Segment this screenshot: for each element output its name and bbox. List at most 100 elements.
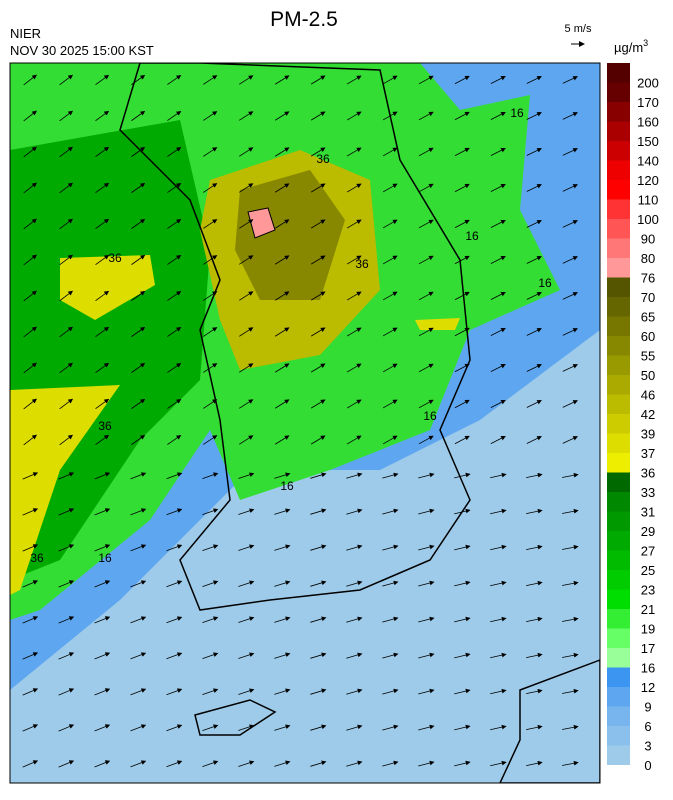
wind-arrow xyxy=(203,147,218,157)
wind-arrow xyxy=(202,580,219,588)
wind-arrow xyxy=(274,147,290,157)
colorbar-label: 70 xyxy=(641,290,655,305)
wind-arrow xyxy=(166,580,183,588)
wind-arrow xyxy=(130,616,147,624)
wind-arrow xyxy=(418,435,434,445)
wind-arrow xyxy=(454,75,470,85)
japan-coast xyxy=(499,659,600,783)
wind-arrow xyxy=(346,472,363,479)
agency: NIER xyxy=(10,26,41,41)
wind-arrow xyxy=(95,182,110,194)
wind-arrow xyxy=(239,291,254,301)
wind-arrow xyxy=(454,508,471,515)
wind-arrow xyxy=(95,290,110,302)
wind-arrow xyxy=(418,327,434,337)
wind-arrow xyxy=(382,183,398,193)
wind-arrow xyxy=(167,363,182,373)
wind-arrow xyxy=(239,75,254,85)
colorbar: 0369121617192123252729313336373942465055… xyxy=(607,63,659,773)
contour-label: 16 xyxy=(423,409,437,423)
wind-arrow xyxy=(562,616,579,622)
wind-arrow xyxy=(562,472,579,478)
wind-arrow xyxy=(238,472,255,479)
wind-arrow xyxy=(238,652,255,659)
wind-arrow xyxy=(490,256,506,264)
wind-arrow xyxy=(22,508,39,516)
wind-arrow xyxy=(526,580,543,587)
wind-arrow xyxy=(23,182,37,194)
region-37b xyxy=(60,255,155,320)
region-37a xyxy=(10,385,120,595)
wind-arrow xyxy=(166,760,183,768)
datetime: NOV 30 2025 15:00 KST xyxy=(10,43,154,58)
wind-arrow xyxy=(130,688,147,696)
wind-arrow xyxy=(454,472,471,479)
wind-arrow xyxy=(346,760,363,767)
wind-arrow xyxy=(346,183,362,193)
wind-arrow xyxy=(526,400,542,408)
wind-arrow xyxy=(202,544,219,552)
wind-arrow xyxy=(346,363,362,373)
wind-arrow xyxy=(239,327,254,337)
wind-arrow xyxy=(346,580,363,587)
wind-arrow xyxy=(130,652,147,660)
wind-arrow xyxy=(490,184,506,192)
wind-arrow xyxy=(95,362,110,374)
colorbar-label: 100 xyxy=(637,212,659,227)
wind-arrow xyxy=(454,219,470,229)
colorbar-label: 21 xyxy=(641,602,655,617)
colorbar-segment xyxy=(607,453,630,473)
colorbar-segment xyxy=(607,375,630,395)
wind-arrow xyxy=(239,399,254,409)
colorbar-segment xyxy=(607,570,630,590)
colorbar-segment xyxy=(607,472,630,492)
title: PM-2.5 xyxy=(270,8,338,31)
wind-arrow xyxy=(454,580,471,587)
wind-arrow xyxy=(310,616,327,623)
wind-arrow xyxy=(239,183,254,193)
wind-arrow xyxy=(202,724,219,732)
unit: µg/m3 xyxy=(614,38,648,55)
contour-label: 16 xyxy=(538,276,552,290)
wind-arrow xyxy=(418,472,435,479)
colorbar-label: 12 xyxy=(641,680,655,695)
wind-arrow xyxy=(454,652,471,659)
wind-arrow xyxy=(382,327,398,337)
colorbar-label: 19 xyxy=(641,622,655,637)
wind-arrow xyxy=(238,724,255,731)
wind-arrow xyxy=(526,256,542,264)
wind-arrow xyxy=(454,147,470,157)
wind-arrow xyxy=(382,688,399,695)
coastline xyxy=(119,63,471,611)
wind-arrow xyxy=(274,652,291,659)
wind-arrow xyxy=(454,183,470,193)
colorbar-segment xyxy=(607,394,630,414)
wind-arrow xyxy=(526,724,543,731)
wind-arrow xyxy=(346,111,362,121)
wind-arrow xyxy=(59,362,74,374)
wind-arrow xyxy=(167,183,182,193)
colorbar-label: 55 xyxy=(641,349,655,364)
wind-arrow xyxy=(238,760,255,767)
wind-arrow xyxy=(23,290,37,302)
contour-label: 36 xyxy=(355,257,369,271)
wind-arrow xyxy=(562,112,578,120)
wind-arrow xyxy=(167,399,182,409)
wind-arrow xyxy=(130,472,147,480)
wind-arrow xyxy=(562,148,578,156)
wind-arrow xyxy=(490,688,507,695)
wind-arrow xyxy=(274,580,291,587)
colorbar-segment xyxy=(607,550,630,570)
wind-arrow xyxy=(526,616,543,623)
wind-arrow xyxy=(562,652,579,658)
wind-arrow xyxy=(526,220,542,228)
contour-label: 36 xyxy=(30,551,44,565)
colorbar-label: 200 xyxy=(637,76,659,91)
colorbar-label: 25 xyxy=(641,563,655,578)
wind-arrow xyxy=(22,472,39,480)
wind-arrow xyxy=(23,74,37,86)
wind-arrow xyxy=(454,724,471,731)
contour-label: 16 xyxy=(465,229,479,243)
wind-arrow xyxy=(382,363,398,373)
wind-arrow xyxy=(59,146,74,158)
